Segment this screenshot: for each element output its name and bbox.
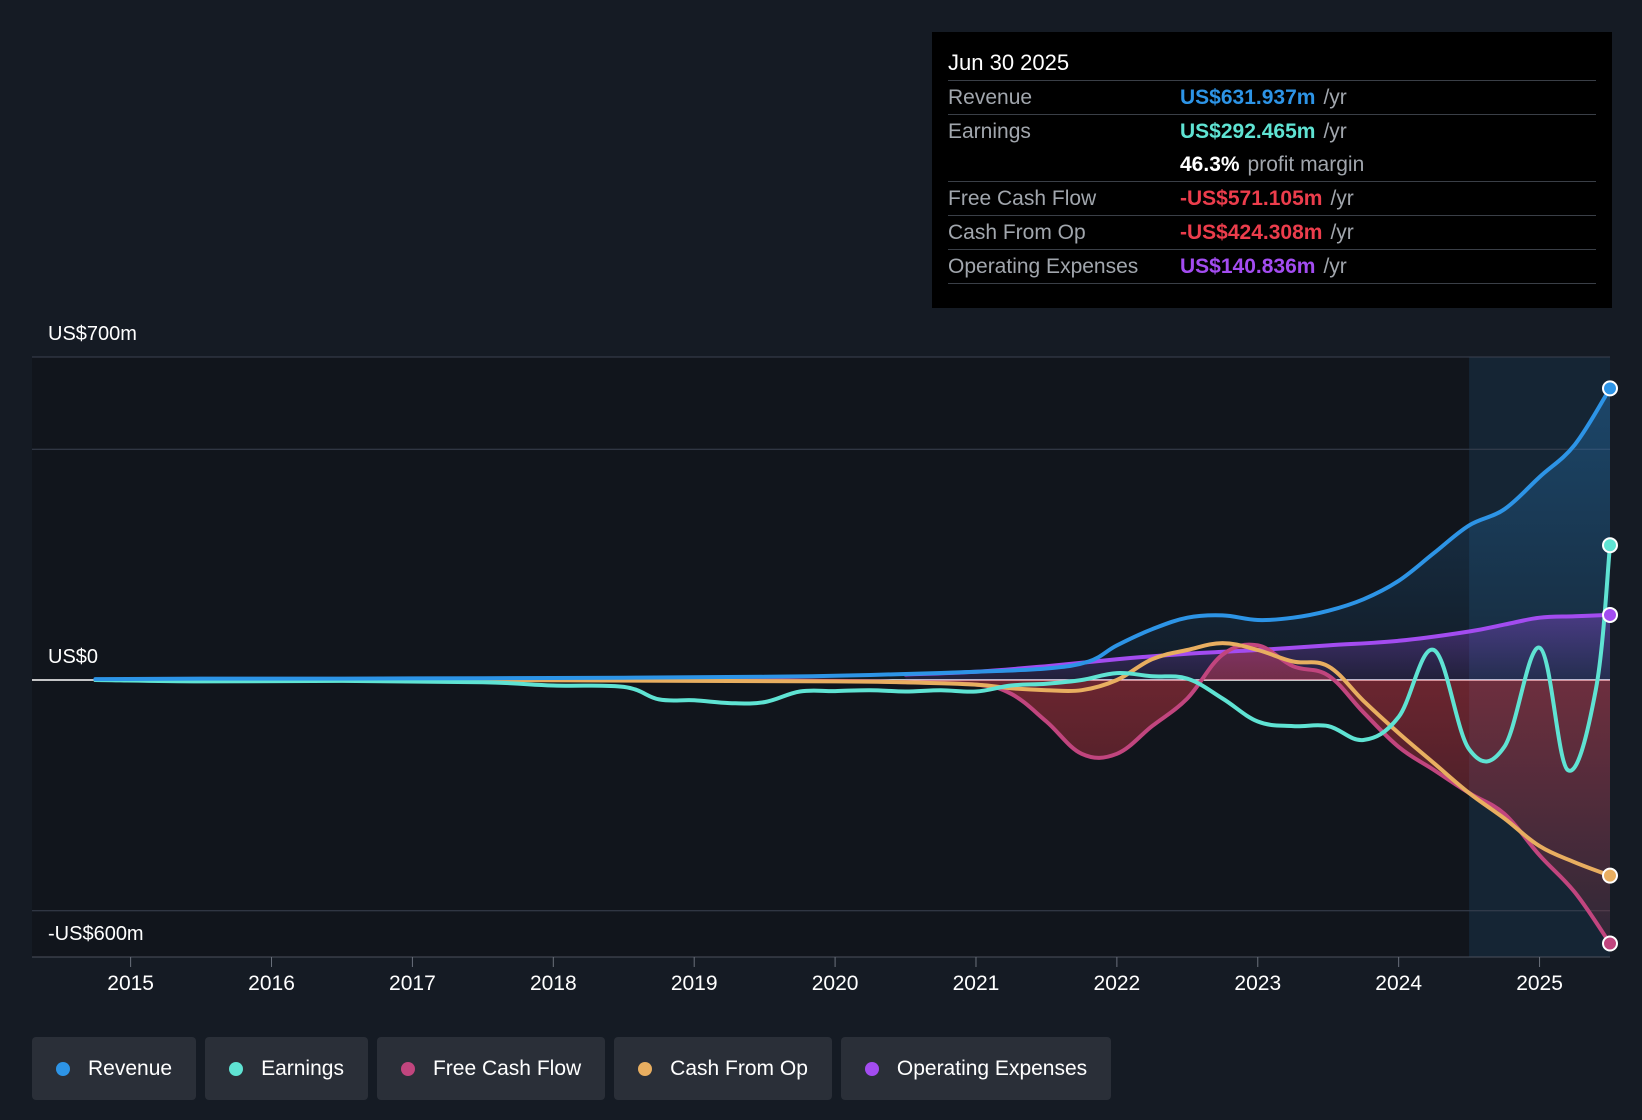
- legend-label: Operating Expenses: [896, 1056, 1088, 1080]
- x-tick-label: 2015: [107, 972, 154, 995]
- tooltip-unit: /yr: [1330, 186, 1354, 210]
- tooltip-row-earnings: Earnings US$292.465m /yr: [948, 115, 1596, 148]
- x-tick-label: 2023: [1234, 972, 1281, 995]
- tooltip-panel: Jun 30 2025 Revenue US$631.937m /yr Earn…: [932, 32, 1612, 308]
- tooltip-label: Revenue: [948, 85, 1033, 109]
- x-tick-label: 2019: [671, 972, 718, 995]
- tooltip-label: Operating Expenses: [948, 254, 1139, 278]
- tooltip-date: Jun 30 2025: [948, 46, 1596, 81]
- y-label-bottom: -US$600m: [48, 923, 144, 945]
- operating-expenses-end-point: [1602, 606, 1618, 623]
- tooltip-unit: /yr: [1323, 85, 1347, 109]
- legend-item-operating-expenses[interactable]: Operating Expenses: [840, 1037, 1112, 1100]
- revenue-line: [93, 386, 1612, 682]
- x-tick-label: 2016: [248, 972, 295, 995]
- legend-label: Earnings: [261, 1056, 344, 1080]
- cash-from-op-end-point: [1602, 867, 1618, 884]
- tooltip-row-cfo: Cash From Op -US$424.308m /yr: [948, 216, 1596, 250]
- x-axis-ticks: 2015 2016 2017 2018 2019 2020 2021 2022 2023 2024…: [107, 957, 1563, 995]
- earnings-line: [93, 543, 1612, 773]
- legend-item-free-cash-flow[interactable]: Free Cash Flow: [376, 1037, 606, 1100]
- free-cash-flow-dot-icon: [400, 1061, 415, 1076]
- tooltip-value: US$292.465m: [1180, 119, 1316, 143]
- series-end-points: [1602, 380, 1618, 952]
- tooltip-row-fcf: Free Cash Flow -US$571.105m /yr: [948, 182, 1596, 216]
- tooltip-label: Cash From Op: [948, 220, 1086, 244]
- chart-legend: Revenue Earnings Free Cash Flow Cash Fro…: [32, 1037, 1112, 1100]
- cash-from-op-dot-icon: [638, 1061, 653, 1076]
- earnings-dot-icon: [229, 1061, 244, 1076]
- legend-label: Revenue: [88, 1056, 173, 1080]
- revenue-dot-icon: [56, 1061, 70, 1076]
- profit-margin-value: 46.3%: [1180, 152, 1240, 176]
- x-tick-label: 2021: [953, 972, 1000, 995]
- legend-item-earnings[interactable]: Earnings: [205, 1037, 368, 1100]
- tooltip-value: US$140.836m: [1180, 254, 1316, 278]
- tooltip-label: Earnings: [948, 119, 1031, 143]
- legend-label: Cash From Op: [670, 1056, 808, 1080]
- legend-item-revenue[interactable]: Revenue: [32, 1037, 197, 1100]
- tooltip-label: Free Cash Flow: [948, 186, 1097, 210]
- free-cash-flow-end-point: [1602, 935, 1618, 952]
- profit-margin-label: profit margin: [1247, 152, 1365, 176]
- tooltip-unit: /yr: [1330, 220, 1354, 244]
- tooltip-unit: /yr: [1323, 119, 1347, 143]
- tooltip-row-opex: Operating Expenses US$140.836m /yr: [948, 250, 1596, 284]
- y-label-zero: US$0: [48, 646, 98, 668]
- legend-item-cash-from-op[interactable]: Cash From Op: [614, 1037, 832, 1100]
- tooltip-unit: /yr: [1323, 254, 1347, 278]
- legend-label: Free Cash Flow: [432, 1056, 582, 1080]
- revenue-end-point: [1602, 380, 1618, 397]
- operating-expenses-dot-icon: [864, 1061, 879, 1076]
- operating-expenses-line: [903, 612, 1612, 677]
- x-tick-label: 2022: [1094, 972, 1141, 995]
- cash-from-op-line: [93, 641, 1612, 878]
- tooltip-value: US$631.937m: [1180, 85, 1316, 109]
- series-lines: [93, 386, 1612, 946]
- x-tick-label: 2018: [530, 972, 577, 995]
- earnings-end-point: [1602, 537, 1618, 554]
- y-label-top: US$700m: [48, 323, 137, 345]
- line-chart: 2015 2016 2017 2018 2019 2020 2021 2022 2023 2024…: [32, 323, 1618, 995]
- x-tick-label: 2020: [812, 972, 859, 995]
- tooltip-value: -US$424.308m: [1180, 220, 1323, 244]
- tooltip-row-revenue: Revenue US$631.937m /yr: [948, 81, 1596, 115]
- tooltip-profit-margin: 46.3% profit margin: [948, 148, 1596, 182]
- x-tick-label: 2025: [1516, 972, 1563, 995]
- x-tick-label: 2024: [1375, 972, 1422, 995]
- tooltip-value: -US$571.105m: [1180, 186, 1323, 210]
- x-tick-label: 2017: [389, 972, 436, 995]
